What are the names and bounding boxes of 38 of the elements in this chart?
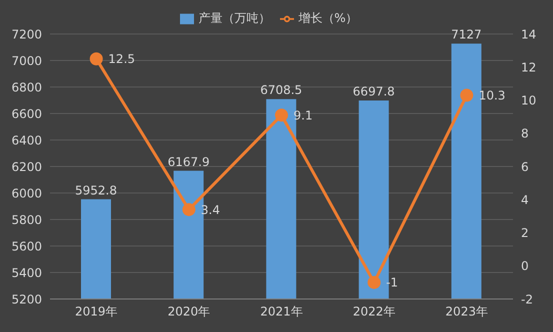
point bbox=[275, 108, 288, 122]
y2-tick-label: 0 bbox=[521, 259, 529, 274]
point bbox=[90, 52, 103, 66]
x-tick-label: 2021年 bbox=[260, 304, 303, 319]
y-tick-label: 5400 bbox=[11, 266, 42, 280]
y-tick-label: 6000 bbox=[11, 186, 42, 200]
data-label: 7127 bbox=[451, 28, 482, 42]
y2-tick-label: -2 bbox=[521, 292, 533, 306]
y2-tick-label: 10 bbox=[521, 94, 536, 108]
x-tick-label: 2023年 bbox=[445, 304, 488, 319]
y2-tick-label: 2 bbox=[521, 226, 529, 240]
y-tick-label: 6800 bbox=[11, 80, 42, 94]
data-label: 6167.9 bbox=[168, 154, 210, 169]
legend-label: 增长（%） bbox=[298, 11, 358, 25]
data-label: 12.5 bbox=[108, 52, 136, 66]
data-label: 6697.8 bbox=[352, 84, 395, 99]
y-tick-label: 6200 bbox=[11, 160, 42, 174]
y-tick-label: 5200 bbox=[11, 292, 42, 306]
point bbox=[460, 88, 474, 102]
data-label: 6708.5 bbox=[260, 83, 302, 98]
y-tick-label: 5600 bbox=[11, 239, 42, 254]
y2-tick-label: 14 bbox=[521, 27, 536, 42]
y2-tick-label: 8 bbox=[521, 126, 529, 141]
y2-tick-label: 12 bbox=[521, 60, 536, 74]
y-tick-label: 6400 bbox=[11, 133, 42, 148]
point bbox=[182, 203, 196, 216]
legend-label: 产量（万吨） bbox=[198, 11, 270, 25]
y2-tick-label: 4 bbox=[521, 192, 529, 207]
x-tick-label: 2020年 bbox=[168, 304, 210, 319]
y-tick-label: 7200 bbox=[11, 27, 42, 42]
x-tick-label: 2022年 bbox=[352, 304, 396, 319]
y-tick-label: 5800 bbox=[11, 212, 42, 227]
point bbox=[368, 276, 381, 289]
x-tick-label: 2019年 bbox=[75, 304, 118, 319]
y-tick-label: 7000 bbox=[11, 54, 42, 68]
y-tick-label: 6600 bbox=[11, 106, 42, 121]
y2-tick-label: 6 bbox=[521, 160, 529, 174]
data-label: 5952.8 bbox=[75, 183, 117, 198]
